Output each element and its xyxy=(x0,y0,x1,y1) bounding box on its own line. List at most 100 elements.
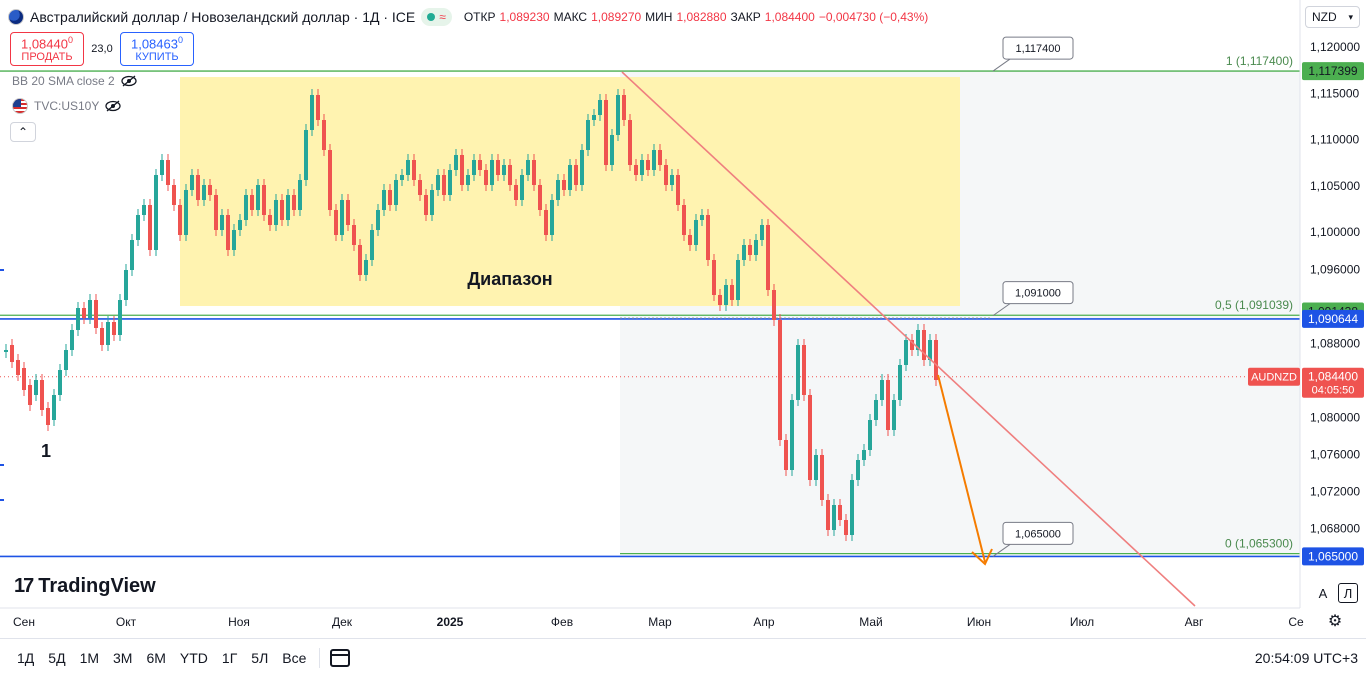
gear-icon[interactable]: ⚙ xyxy=(1327,613,1343,630)
candle-body[interactable] xyxy=(682,205,686,235)
candle-body[interactable] xyxy=(70,330,74,350)
candle-body[interactable] xyxy=(316,95,320,120)
candle-body[interactable] xyxy=(544,210,548,235)
candle-body[interactable] xyxy=(760,225,764,240)
candle-body[interactable] xyxy=(640,160,644,175)
market-status-badge[interactable]: ≈ xyxy=(421,8,452,26)
candle-body[interactable] xyxy=(622,95,626,120)
candle-body[interactable] xyxy=(652,150,656,170)
candle-body[interactable] xyxy=(442,175,446,195)
candle-body[interactable] xyxy=(718,295,722,305)
candle-body[interactable] xyxy=(712,260,716,295)
candle-body[interactable] xyxy=(448,170,452,195)
candle-body[interactable] xyxy=(676,175,680,205)
candle-body[interactable] xyxy=(328,150,332,210)
candle-body[interactable] xyxy=(598,100,602,115)
range-all-button[interactable]: Все xyxy=(282,649,307,666)
candle-body[interactable] xyxy=(58,370,62,395)
candle-body[interactable] xyxy=(856,460,860,480)
log-scale-button[interactable]: Л xyxy=(1338,583,1358,603)
price-callout-box[interactable] xyxy=(1002,281,1074,305)
candle-body[interactable] xyxy=(40,380,44,410)
candle-body[interactable] xyxy=(208,185,212,195)
candle-body[interactable] xyxy=(28,385,32,405)
candle-body[interactable] xyxy=(724,285,728,305)
currency-select[interactable]: NZD ▾ xyxy=(1305,6,1360,28)
candle-body[interactable] xyxy=(130,240,134,270)
candle-body[interactable] xyxy=(742,245,746,260)
candle-body[interactable] xyxy=(370,230,374,260)
candle-body[interactable] xyxy=(238,220,242,230)
range-1m-button[interactable]: 1М xyxy=(79,649,100,666)
candle-body[interactable] xyxy=(754,240,758,255)
candle-body[interactable] xyxy=(766,225,770,290)
candle-body[interactable] xyxy=(550,200,554,235)
candle-body[interactable] xyxy=(472,160,476,175)
candle-body[interactable] xyxy=(118,300,122,335)
candle-body[interactable] xyxy=(76,308,80,330)
sell-button[interactable]: 1,084400 ПРОДАТЬ xyxy=(10,32,84,66)
indicator-us10y[interactable]: TVC:US10Y xyxy=(12,98,122,114)
candle-body[interactable] xyxy=(616,95,620,135)
candle-body[interactable] xyxy=(394,180,398,205)
candle-body[interactable] xyxy=(82,308,86,318)
candle-body[interactable] xyxy=(112,322,116,335)
price-callout-box[interactable] xyxy=(1002,36,1074,60)
candle-body[interactable] xyxy=(124,270,128,300)
range-6m-button[interactable]: 6М xyxy=(146,649,166,666)
candle-body[interactable] xyxy=(52,395,56,420)
candle-body[interactable] xyxy=(700,215,704,220)
range-3m-button[interactable]: 3М xyxy=(113,649,133,666)
candle-body[interactable] xyxy=(532,160,536,185)
candle-body[interactable] xyxy=(886,380,890,430)
forecast-arrow[interactable] xyxy=(937,374,986,563)
candle-body[interactable] xyxy=(304,130,308,180)
candle-body[interactable] xyxy=(352,225,356,245)
candle-body[interactable] xyxy=(220,215,224,230)
candle-body[interactable] xyxy=(526,160,530,175)
candle-body[interactable] xyxy=(358,245,362,275)
candle-body[interactable] xyxy=(412,160,416,180)
candle-body[interactable] xyxy=(424,195,428,215)
candle-body[interactable] xyxy=(514,185,518,200)
range-ytd-button[interactable]: YTD xyxy=(179,649,208,666)
candle-body[interactable] xyxy=(628,120,632,165)
candle-body[interactable] xyxy=(34,380,38,395)
candle-body[interactable] xyxy=(826,500,830,530)
candle-body[interactable] xyxy=(880,380,884,400)
candle-body[interactable] xyxy=(382,190,386,210)
candle-body[interactable] xyxy=(436,175,440,190)
eye-off-icon[interactable] xyxy=(121,75,137,87)
tradingview-logo[interactable]: 17 TradingView xyxy=(14,575,156,598)
candle-body[interactable] xyxy=(298,180,302,210)
candle-body[interactable] xyxy=(898,365,902,400)
candle-body[interactable] xyxy=(784,440,788,470)
candle-body[interactable] xyxy=(46,408,50,425)
candle-body[interactable] xyxy=(106,322,110,345)
candle-body[interactable] xyxy=(778,320,782,440)
collapse-indicators-button[interactable]: ⌃ xyxy=(10,122,36,142)
candle-body[interactable] xyxy=(736,260,740,300)
candle-body[interactable] xyxy=(280,200,284,220)
candle-body[interactable] xyxy=(574,165,578,185)
candle-body[interactable] xyxy=(502,165,506,175)
candle-body[interactable] xyxy=(922,330,926,360)
candle-body[interactable] xyxy=(466,175,470,185)
candle-body[interactable] xyxy=(520,175,524,200)
candle-body[interactable] xyxy=(244,195,248,220)
candle-body[interactable] xyxy=(136,215,140,240)
candle-body[interactable] xyxy=(892,400,896,430)
candle-body[interactable] xyxy=(322,120,326,150)
auto-scale-button[interactable]: A xyxy=(1318,585,1328,601)
candle-body[interactable] xyxy=(334,210,338,235)
candle-body[interactable] xyxy=(346,200,350,225)
candle-body[interactable] xyxy=(184,190,188,235)
candle-body[interactable] xyxy=(796,345,800,400)
candle-body[interactable] xyxy=(820,455,824,500)
candle-body[interactable] xyxy=(910,340,914,350)
candle-body[interactable] xyxy=(430,190,434,215)
candle-body[interactable] xyxy=(94,300,98,328)
candle-body[interactable] xyxy=(256,185,260,210)
price-tag[interactable] xyxy=(1302,309,1364,328)
